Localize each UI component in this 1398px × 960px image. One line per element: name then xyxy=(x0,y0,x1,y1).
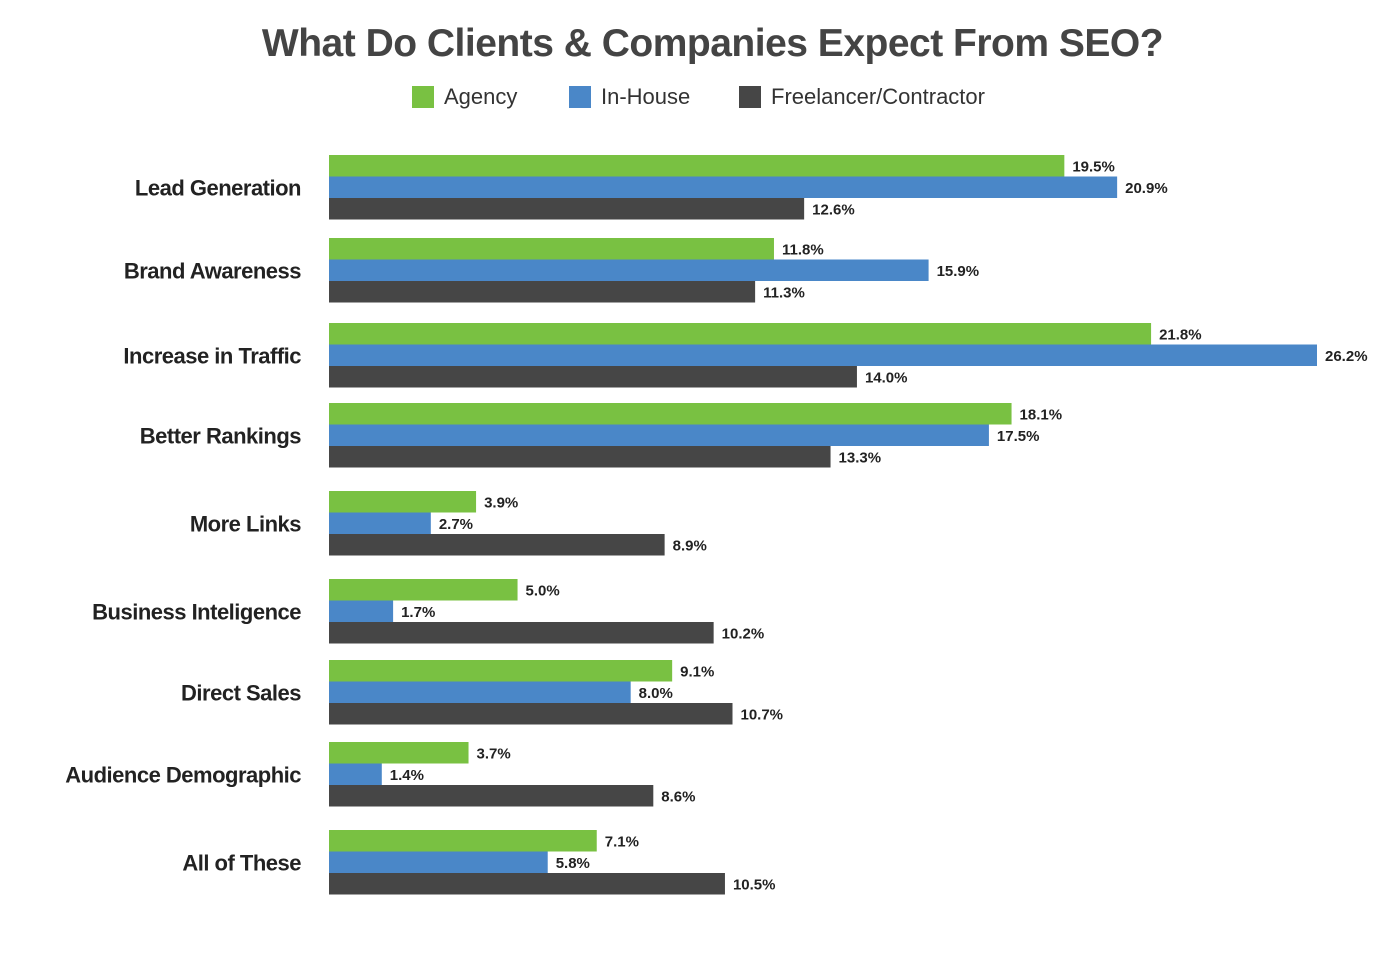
legend-swatch-agency xyxy=(412,86,434,108)
bar-in-house-all-of-these xyxy=(329,851,548,873)
value-label-agency-better-rankings: 18.1% xyxy=(1020,406,1063,423)
value-label-agency-brand-awareness: 11.8% xyxy=(782,241,824,258)
legend-item-agency: Agency xyxy=(412,84,517,110)
value-label-freelancer-contractor-increase-in-traffic: 14.0% xyxy=(865,369,908,386)
bar-in-house-audience-demographic xyxy=(329,763,382,785)
value-label-freelancer-contractor-better-rankings: 13.3% xyxy=(839,449,882,466)
value-label-in-house-increase-in-traffic: 26.2% xyxy=(1325,348,1368,365)
bar-freelancer-contractor-increase-in-traffic xyxy=(329,366,857,388)
value-label-freelancer-contractor-brand-awareness: 11.3% xyxy=(763,284,805,301)
chart-title: What Do Clients & Companies Expect From … xyxy=(261,22,1164,65)
category-label-more-links: More Links xyxy=(190,511,301,536)
category-label-business-inteligence: Business Inteligence xyxy=(92,599,301,624)
value-label-in-house-direct-sales: 8.0% xyxy=(639,685,673,702)
category-label-audience-demographic: Audience Demographic xyxy=(65,762,301,787)
legend-item-freelancer: Freelancer/Contractor xyxy=(739,84,985,110)
value-label-in-house-all-of-these: 5.8% xyxy=(556,855,590,872)
value-label-agency-audience-demographic: 3.7% xyxy=(477,745,511,762)
value-label-agency-more-links: 3.9% xyxy=(484,494,518,511)
bar-in-house-direct-sales xyxy=(329,681,631,703)
bar-agency-increase-in-traffic xyxy=(329,323,1152,345)
category-label-better-rankings: Better Rankings xyxy=(140,423,301,448)
value-label-freelancer-contractor-more-links: 8.9% xyxy=(673,537,707,554)
value-label-in-house-brand-awareness: 15.9% xyxy=(937,263,980,280)
category-label-increase-in-traffic: Increase in Traffic xyxy=(123,343,301,368)
bar-in-house-brand-awareness xyxy=(329,259,929,281)
value-label-freelancer-contractor-business-inteligence: 10.2% xyxy=(722,625,765,642)
bar-agency-lead-generation xyxy=(329,155,1065,177)
bar-in-house-lead-generation xyxy=(329,176,1118,198)
category-label-direct-sales: Direct Sales xyxy=(181,680,301,705)
bar-in-house-business-inteligence xyxy=(329,600,394,622)
chart-legend: Agency In-House Freelancer/Contractor xyxy=(0,84,1398,110)
bar-agency-direct-sales xyxy=(329,660,673,682)
bar-agency-audience-demographic xyxy=(329,742,469,764)
value-label-agency-lead-generation: 19.5% xyxy=(1072,158,1115,175)
value-label-in-house-audience-demographic: 1.4% xyxy=(390,767,424,784)
bar-freelancer-contractor-direct-sales xyxy=(329,703,733,725)
bar-agency-brand-awareness xyxy=(329,238,774,260)
value-label-in-house-better-rankings: 17.5% xyxy=(997,428,1040,445)
value-label-freelancer-contractor-all-of-these: 10.5% xyxy=(733,876,776,893)
value-label-freelancer-contractor-lead-generation: 12.6% xyxy=(812,201,855,218)
category-label-brand-awareness: Brand Awareness xyxy=(124,258,301,283)
bar-in-house-better-rankings xyxy=(329,424,989,446)
bar-freelancer-contractor-all-of-these xyxy=(329,873,725,895)
bar-agency-better-rankings xyxy=(329,403,1012,425)
value-label-in-house-business-inteligence: 1.7% xyxy=(401,604,435,621)
legend-label-agency: Agency xyxy=(444,84,518,109)
value-label-in-house-lead-generation: 20.9% xyxy=(1125,180,1168,197)
bar-freelancer-contractor-lead-generation xyxy=(329,198,805,220)
legend-label-freelancer: Freelancer/Contractor xyxy=(771,84,985,109)
bar-freelancer-contractor-audience-demographic xyxy=(329,785,654,807)
category-label-all-of-these: All of These xyxy=(182,850,301,875)
bar-agency-business-inteligence xyxy=(329,579,518,601)
category-label-lead-generation: Lead Generation xyxy=(135,175,301,200)
value-label-agency-business-inteligence: 5.0% xyxy=(526,582,560,599)
bar-freelancer-contractor-brand-awareness xyxy=(329,281,756,303)
bar-freelancer-contractor-more-links xyxy=(329,534,665,556)
legend-swatch-freelancer xyxy=(739,86,761,108)
legend-label-in-house: In-House xyxy=(601,84,691,109)
value-label-in-house-more-links: 2.7% xyxy=(439,516,473,533)
legend-swatch-in-house xyxy=(569,86,591,108)
value-label-agency-all-of-these: 7.1% xyxy=(605,833,639,850)
bar-agency-all-of-these xyxy=(329,830,597,852)
bar-in-house-increase-in-traffic xyxy=(329,344,1317,366)
value-label-agency-increase-in-traffic: 21.8% xyxy=(1159,326,1202,343)
bar-in-house-more-links xyxy=(329,512,431,534)
legend-item-in-house: In-House xyxy=(569,84,690,110)
value-label-freelancer-contractor-direct-sales: 10.7% xyxy=(740,706,783,723)
value-label-agency-direct-sales: 9.1% xyxy=(680,663,714,680)
bar-freelancer-contractor-better-rankings xyxy=(329,446,831,468)
bar-agency-more-links xyxy=(329,491,477,513)
value-label-freelancer-contractor-audience-demographic: 8.6% xyxy=(661,788,695,805)
bar-freelancer-contractor-business-inteligence xyxy=(329,622,714,644)
